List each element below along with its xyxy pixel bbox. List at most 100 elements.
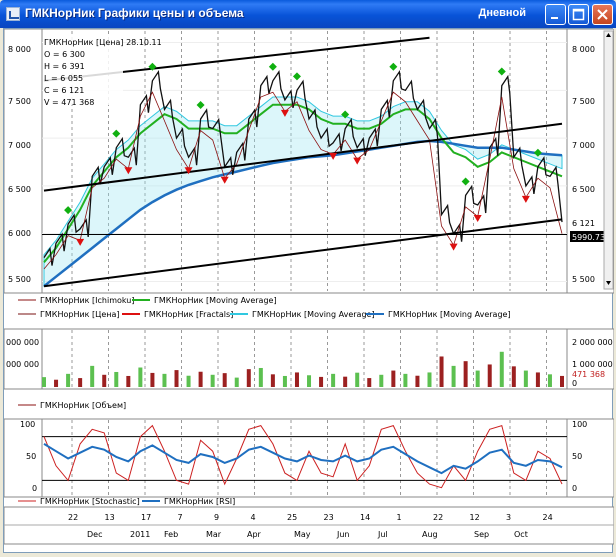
time-month-label: 2011 — [130, 530, 150, 539]
volume-bar — [222, 373, 227, 387]
chart-area[interactable]: ГМКНорНик [Цена] 28.10.11 O = 6 300 H = … — [3, 28, 614, 554]
volume-bars — [42, 351, 564, 387]
volume-bar — [138, 367, 143, 387]
volume-bar — [258, 367, 263, 387]
oscillator-legend: ГМКНорНик [Stochastic] ГМКНорНик [RSI] — [18, 497, 235, 506]
ichimoku-line — [43, 91, 563, 270]
fractal-up-marker — [148, 62, 157, 71]
y-tick-7000: 7 000 — [8, 141, 31, 150]
volume-grid — [71, 330, 547, 388]
legend-stochastic: ГМКНорНик [Stochastic] — [40, 497, 140, 506]
legend-ma-blue: ГМКНорНик [Moving Average] — [388, 310, 511, 319]
time-day-label: 25 — [287, 513, 297, 522]
minimize-button[interactable] — [545, 4, 566, 25]
fractal-up-marker — [292, 72, 301, 81]
time-day-label: 23 — [324, 513, 334, 522]
volume-bar — [343, 376, 348, 387]
info-open: O = 6 300 — [44, 50, 85, 59]
ma-green-line — [43, 103, 563, 263]
minimize-icon — [551, 17, 558, 19]
fractal-down-marker — [184, 167, 193, 175]
fractal-down-marker — [329, 152, 338, 160]
volume-bar — [294, 372, 299, 387]
time-month-label: May — [294, 530, 311, 539]
legend-ichimoku: ГМКНорНик [Ichimoku] — [40, 296, 134, 305]
time-day-label: 7 — [178, 513, 183, 522]
info-volume: V = 471 368 — [44, 98, 94, 107]
oscillator-lines — [42, 424, 567, 489]
support-label: 5990.73 — [572, 233, 605, 242]
time-month-label: Apr — [247, 530, 262, 539]
volume-bar — [282, 375, 287, 387]
title-bar[interactable]: ГМКНорНик Графики цены и объема Дневной — [0, 0, 616, 28]
volume-bar — [186, 375, 191, 387]
volume-bar — [150, 372, 155, 387]
y-tick-right-7000: 7 000 — [572, 141, 595, 150]
fractal-down-marker — [280, 109, 289, 117]
osc-tick-0-right: 0 — [572, 484, 577, 493]
fractal-down-marker — [124, 167, 133, 175]
volume-bar — [427, 372, 432, 387]
info-header: ГМКНорНик [Цена] 28.10.11 — [44, 38, 162, 47]
y-tick-6000: 6 000 — [8, 229, 31, 238]
y-tick-right-5500: 5 500 — [572, 275, 595, 284]
time-day-label: 24 — [543, 513, 553, 522]
time-month-label: Aug — [422, 530, 438, 539]
legend-ma-cyan: ГМКНорНик [Moving Average] — [252, 310, 375, 319]
fractal-down-marker — [220, 176, 229, 184]
time-day-label: 22 — [68, 513, 78, 522]
trend-channel — [42, 36, 567, 288]
volume-bar — [174, 370, 179, 387]
price-line — [43, 69, 563, 266]
y-tick-right-7500: 7 500 — [572, 97, 595, 106]
close-icon — [597, 9, 608, 20]
fractal-up-marker — [64, 206, 73, 215]
fractal-down-marker — [353, 157, 362, 165]
ohlc-info-box: ГМКНорНик [Цена] 28.10.11 O = 6 300 H = … — [43, 37, 162, 107]
charts-canvas[interactable]: ГМКНорНик [Цена] 28.10.11 O = 6 300 H = … — [4, 29, 614, 554]
y-tick-7500: 7 500 — [8, 97, 31, 106]
volume-bar — [90, 365, 95, 387]
info-close: C = 6 121 — [44, 86, 84, 95]
volume-bar — [234, 377, 239, 387]
oscillator-y-axis: 100 50 0 100 50 0 — [20, 420, 587, 493]
time-month-label: Feb — [164, 530, 178, 539]
fractal-down-marker — [76, 238, 85, 246]
osc-tick-50-left: 50 — [26, 452, 36, 461]
time-day-label: 1 — [397, 513, 402, 522]
volume-bar — [391, 370, 396, 387]
fractal-down-marker — [449, 243, 458, 251]
chart-app-icon — [6, 7, 20, 21]
volume-bar — [331, 373, 336, 387]
time-day-label: 17 — [141, 513, 151, 522]
volume-bar — [355, 372, 360, 387]
maximize-button[interactable] — [568, 4, 589, 25]
fractal-up-marker — [341, 110, 350, 119]
legend-fractals: ГМКНорНик [Fractals] — [144, 310, 233, 319]
vol-tick-2m: 2 000 000 — [572, 338, 613, 347]
vol-tick-0: 0 — [572, 379, 577, 388]
volume-bar — [547, 374, 552, 387]
price-scrollbar[interactable] — [603, 30, 614, 290]
close-button[interactable] — [592, 4, 613, 25]
oscillator-panel[interactable] — [4, 418, 614, 498]
fractal-markers — [64, 62, 542, 251]
price-y-axis-left: 8 000 7 500 7 000 6 500 6 000 5 500 — [8, 45, 31, 284]
volume-bar — [78, 378, 83, 387]
support-label-bg — [570, 231, 610, 242]
volume-bar — [451, 365, 456, 387]
osc-tick-100-left: 100 — [20, 420, 35, 429]
y-tick-5500: 5 500 — [8, 275, 31, 284]
volume-bar — [210, 374, 215, 387]
volume-bar — [487, 364, 492, 387]
time-day-label: 9 — [214, 513, 219, 522]
period-selector[interactable]: Дневной — [478, 7, 527, 19]
trend-line — [43, 122, 563, 192]
volume-bar — [54, 379, 59, 387]
fractal-up-marker — [112, 129, 121, 138]
volume-bar — [246, 369, 251, 387]
price-legend: ГМКНорНик [Ichimoku] ГМКНорНик [Moving A… — [18, 296, 511, 319]
time-month-label: Oct — [514, 530, 528, 539]
volume-bar — [319, 376, 324, 387]
legend-ma-green: ГМКНорНик [Moving Average] — [154, 296, 277, 305]
